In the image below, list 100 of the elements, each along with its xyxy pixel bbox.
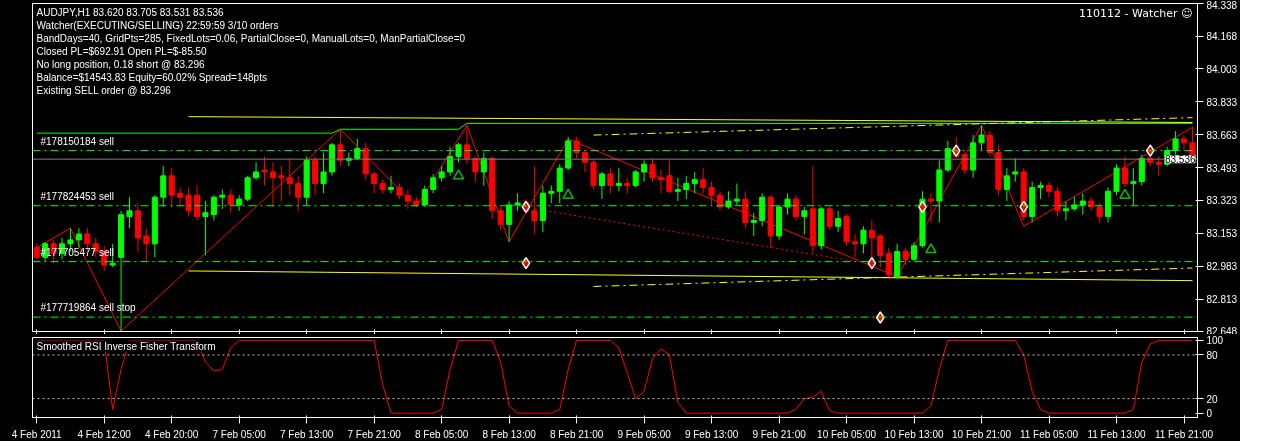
candlestick <box>312 155 319 196</box>
candlestick <box>750 212 757 237</box>
y-tick-label: 82.813 <box>1206 294 1238 306</box>
candlestick <box>700 167 707 194</box>
candlestick <box>430 173 437 194</box>
x-tick-label: 9 Feb 05:00 <box>617 428 672 440</box>
y-tick-label: 84.338 <box>1206 0 1238 11</box>
candlestick <box>615 167 622 192</box>
candlestick <box>582 150 589 173</box>
annotation: No long position, 0.18 short @ 83.296 <box>36 58 205 70</box>
y-tick-label: 84.003 <box>1206 63 1238 75</box>
candlestick <box>986 130 994 157</box>
candlestick <box>472 155 479 183</box>
candlestick <box>1012 157 1019 183</box>
x-tick-label: 7 Feb 13:00 <box>279 428 334 440</box>
y-tick-label: 83.323 <box>1206 195 1238 207</box>
candlestick <box>826 206 833 231</box>
candlestick <box>1121 155 1128 188</box>
y-tick-label: 80 <box>1206 349 1219 361</box>
candlestick <box>1113 163 1120 196</box>
candlestick <box>607 167 614 194</box>
candlestick <box>269 161 276 208</box>
candlestick <box>1096 202 1103 223</box>
candlestick <box>742 190 749 229</box>
x-tick-label: 8 Feb 05:00 <box>414 428 469 440</box>
candlestick <box>851 233 859 258</box>
annotation: Watcher(EXECUTING/SELLING) 22:59:59 3/10 orders <box>36 19 279 31</box>
annotation: Existing SELL order @ 83.296 <box>36 84 172 96</box>
x-tick-label: 11 Feb 05:00 <box>1019 428 1079 440</box>
x-tick-label: 4 Feb 20:00 <box>145 428 199 440</box>
candlestick <box>295 175 302 212</box>
candlestick <box>177 186 184 208</box>
candlestick <box>792 194 799 221</box>
candlestick <box>927 192 934 223</box>
chart-title: Smoothed RSI Inverse Fisher Transform <box>36 340 216 352</box>
candlestick <box>497 204 504 231</box>
candlestick <box>691 171 698 194</box>
candlestick <box>286 157 293 196</box>
chart-subtitle: 110112 - Watcher ☺ <box>1079 6 1193 20</box>
candlestick <box>193 185 201 221</box>
point <box>1019 200 1029 214</box>
y-tick-label: 82.983 <box>1206 261 1238 273</box>
candlestick <box>261 155 268 187</box>
ref-line-label: 83.536 <box>1164 154 1196 166</box>
candlestick <box>885 247 892 278</box>
ref-line-label: #178150184 sell <box>40 135 114 147</box>
y-tick-label: 82.648 <box>1206 325 1238 337</box>
x-tick-label: 7 Feb 05:00 <box>212 428 267 440</box>
annotation: Closed PL=$692.91 Open PL=$-85.50 <box>36 45 208 57</box>
x-tick-label: 7 Feb 21:00 <box>347 428 402 440</box>
candlestick <box>337 128 344 167</box>
point <box>1119 188 1131 199</box>
candlestick <box>598 171 605 200</box>
point <box>452 169 465 180</box>
candlestick <box>708 181 715 206</box>
candlestick <box>1155 155 1162 177</box>
ref-line-label: #177824453 sell <box>40 190 114 202</box>
y-tick-label: 20 <box>1206 393 1219 405</box>
candlestick <box>75 227 82 249</box>
y-tick-label: 0 <box>1206 408 1213 420</box>
candlestick <box>801 206 808 235</box>
candlestick <box>480 152 487 187</box>
point <box>521 256 531 270</box>
x-tick-label: 9 Feb 21:00 <box>752 428 807 440</box>
annotation: BandDays=40, GridPts=285, FixedLots=0.06, PartialClose=0, ManualLots=0, ManPartialClose=0 <box>36 32 466 44</box>
candlestick <box>1180 134 1188 152</box>
annotation: Balance=$14543.83 Equity=60.02% Spread=148pts <box>36 71 267 83</box>
line-series <box>36 339 1193 414</box>
x-tick-label: 4 Feb 12:00 <box>77 428 132 440</box>
candlestick <box>961 152 968 175</box>
y-tick-label: 83.153 <box>1206 228 1238 240</box>
x-tick-label: 4 Feb 2011 <box>11 428 63 440</box>
candlestick <box>143 227 150 262</box>
y-tick-label: 83.833 <box>1206 96 1238 108</box>
candlestick <box>877 233 884 268</box>
y-tick-label: 83.493 <box>1206 162 1238 174</box>
candlestick <box>1138 154 1145 187</box>
x-tick-label: 8 Feb 21:00 <box>549 428 604 440</box>
x-tick-label: 8 Feb 13:00 <box>482 428 537 440</box>
point <box>925 243 937 254</box>
candlestick <box>1003 167 1010 202</box>
candlestick <box>556 163 563 204</box>
candlestick <box>649 157 656 183</box>
x-tick-label: 10 Feb 13:00 <box>884 428 944 440</box>
candlestick <box>860 225 867 254</box>
x-tick-label: 11 Feb 13:00 <box>1087 428 1147 440</box>
point <box>867 256 877 270</box>
candlestick <box>168 167 175 208</box>
y-tick-label: 100 <box>1206 335 1224 347</box>
candlestick <box>278 165 285 202</box>
candlestick <box>253 161 260 181</box>
candlestick <box>185 186 192 218</box>
x-tick-label: 10 Feb 21:00 <box>952 428 1012 440</box>
x-tick-label: 10 Feb 05:00 <box>817 428 877 440</box>
candlestick <box>1054 186 1061 218</box>
candlestick <box>388 175 395 194</box>
y-tick-label: 83.663 <box>1206 129 1238 141</box>
candlestick <box>590 159 597 190</box>
point <box>562 188 574 199</box>
y-tick-label: 84.168 <box>1206 31 1238 43</box>
